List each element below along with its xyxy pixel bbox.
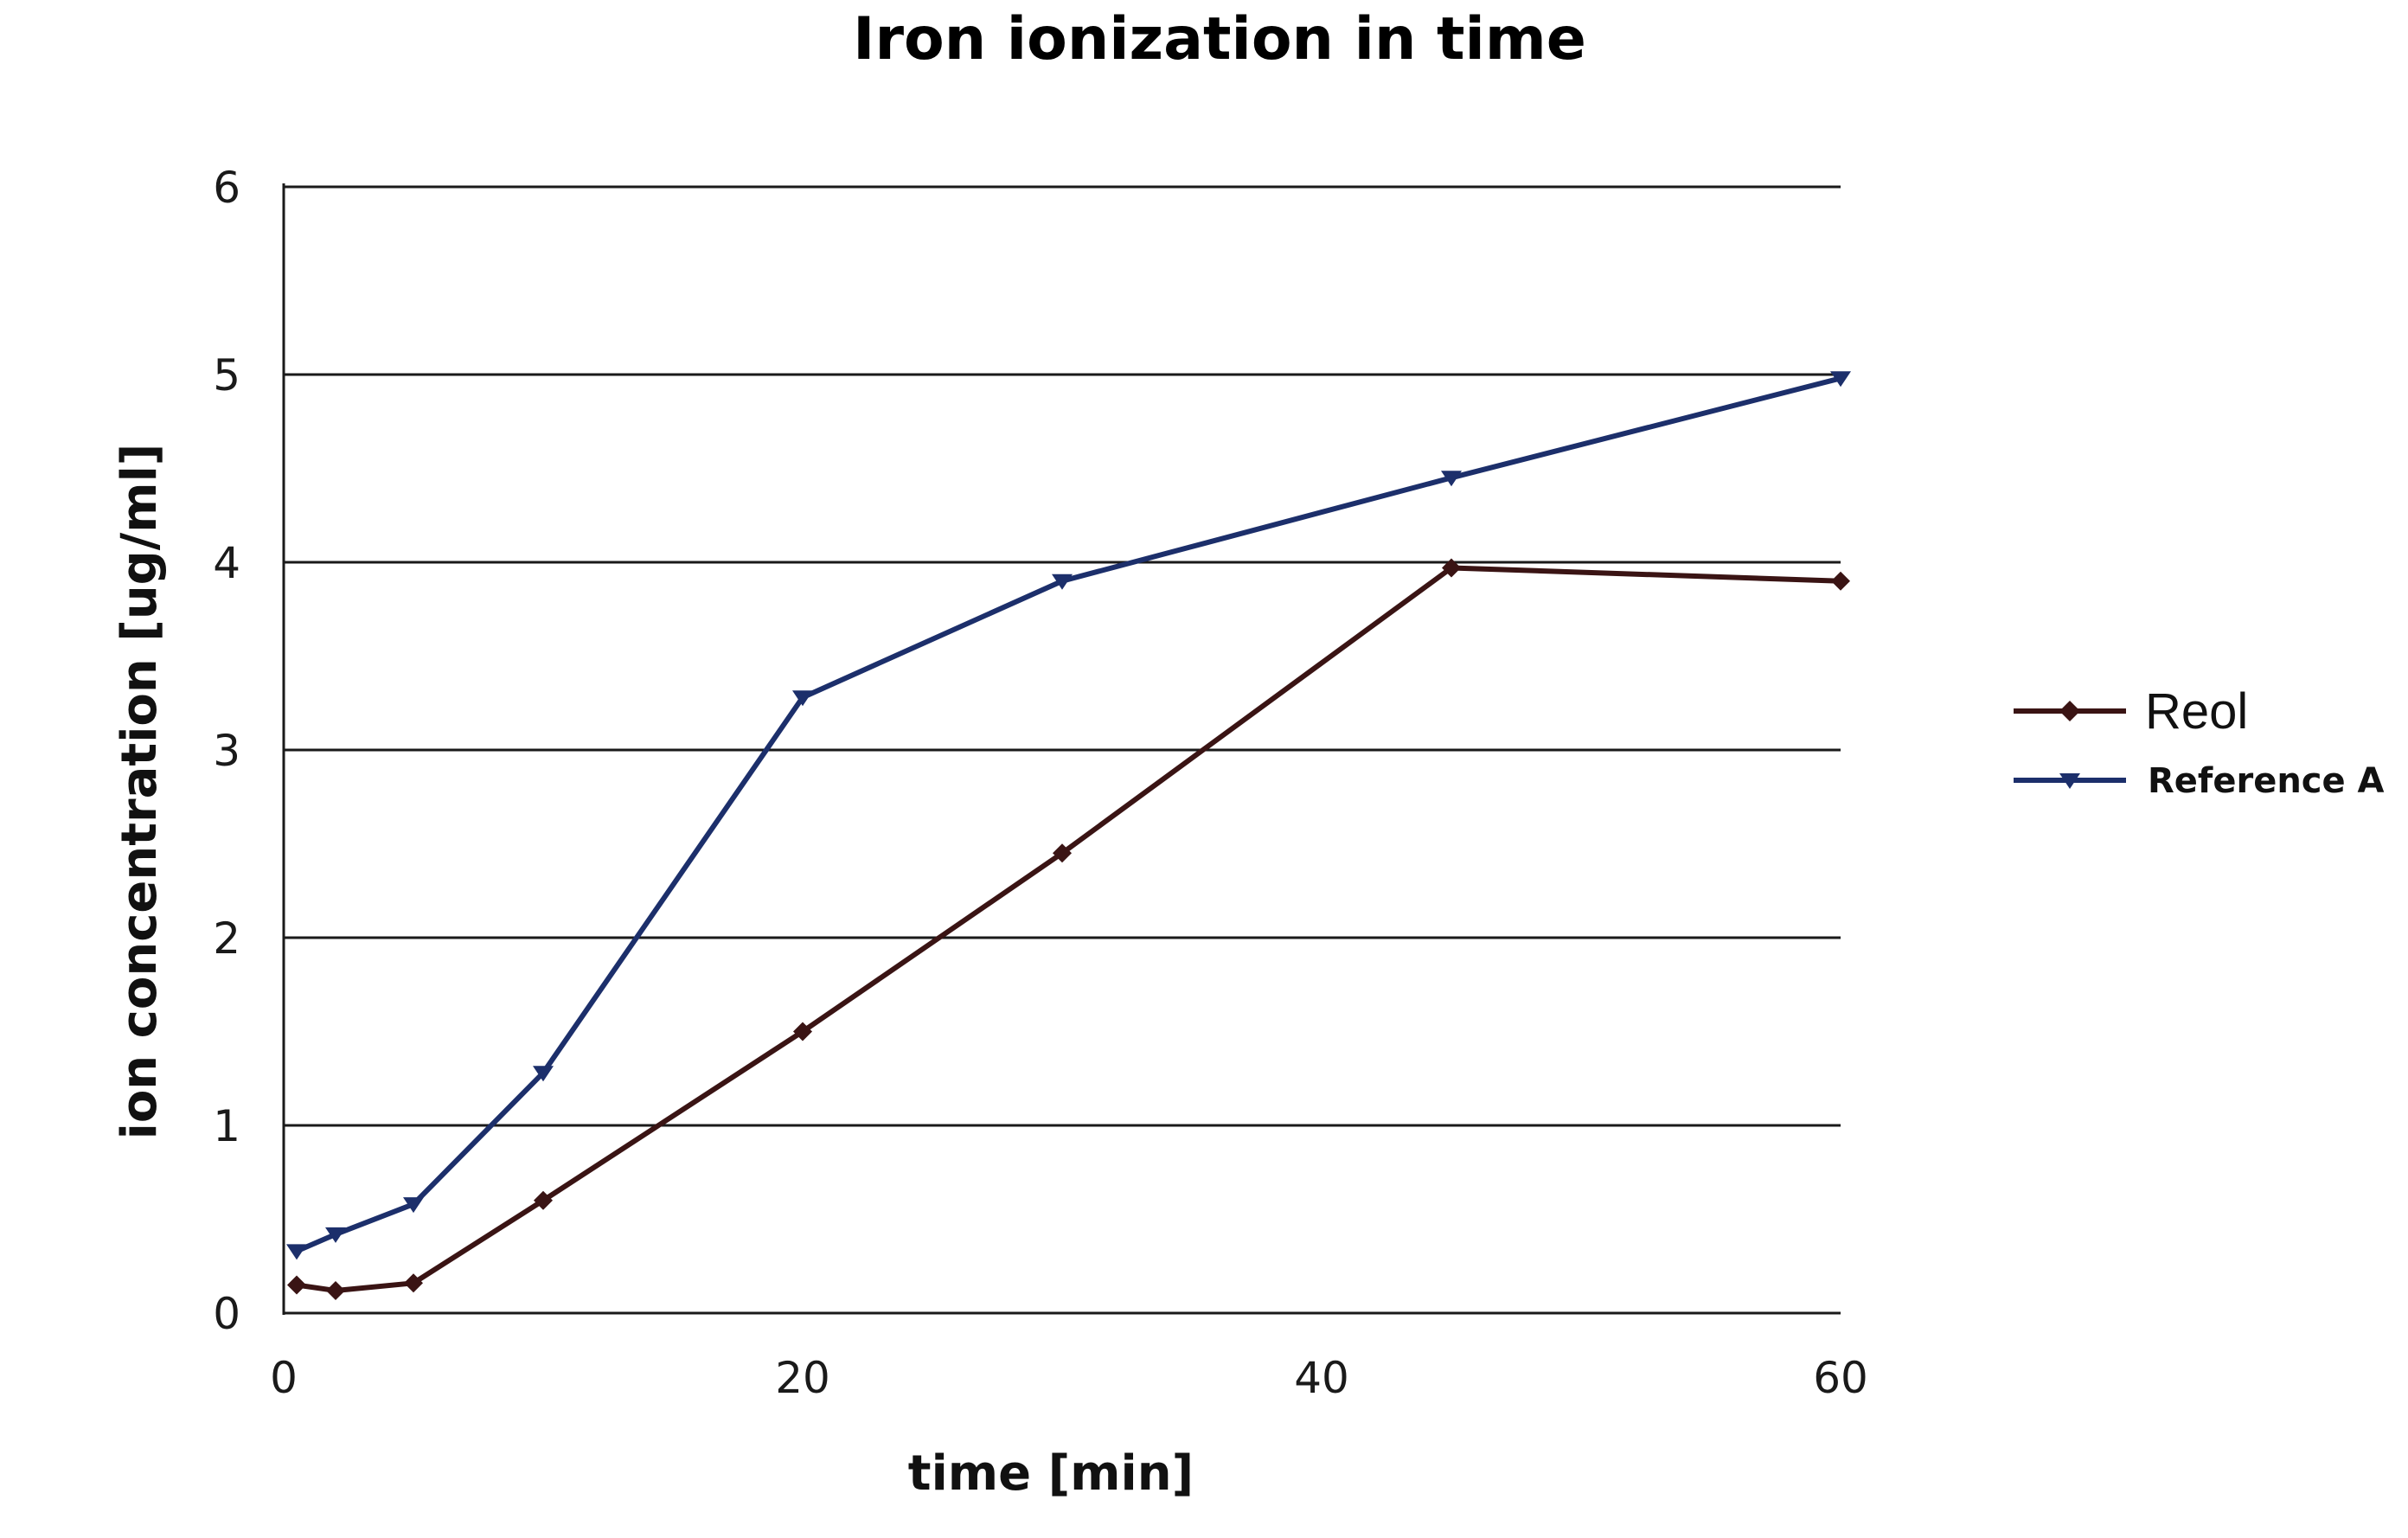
y-tick-label-3: 3	[213, 726, 240, 776]
series-layer	[286, 371, 1851, 1300]
data-point-reol-1	[326, 1281, 345, 1300]
data-point-reference-a-4	[792, 690, 813, 707]
series-reol	[287, 558, 1850, 1300]
data-point-reference-a-0	[286, 1244, 307, 1260]
series-reference-a	[286, 371, 1851, 1260]
x-tick-label-60: 60	[1813, 1353, 1868, 1403]
data-point-reol-2	[404, 1273, 423, 1293]
data-point-reol-6	[1442, 558, 1461, 578]
y-axis-label: ion concentration [ug/ml]	[112, 444, 168, 1140]
y-tick-label-4: 4	[213, 538, 240, 588]
x-tick-labels: 0 20 40 60	[270, 1353, 1868, 1403]
data-point-reference-a-6	[1441, 471, 1462, 487]
data-point-reference-a-3	[533, 1066, 554, 1082]
grid-lines	[284, 185, 1841, 1315]
data-point-reference-a-5	[1052, 574, 1073, 590]
data-point-reference-a-1	[325, 1227, 346, 1243]
series-line-reol	[294, 565, 1843, 1293]
legend-item-reference-a: Reference A	[2014, 761, 2385, 801]
legend-label-reference-a: Reference A	[2148, 761, 2385, 801]
y-tick-label-6: 6	[213, 163, 240, 213]
x-tick-label-0: 0	[270, 1353, 298, 1403]
legend: Reol Reference A	[2014, 683, 2385, 801]
data-point-reol-4	[793, 1022, 812, 1041]
x-tick-label-20: 20	[775, 1353, 830, 1403]
legend-marker-reol	[2059, 701, 2080, 721]
y-tick-label-2: 2	[213, 913, 240, 964]
series-line-reference-a	[294, 375, 1843, 1254]
y-tick-label-0: 0	[213, 1289, 240, 1339]
y-tick-labels: 0 1 2 3 4 5 6	[213, 163, 240, 1339]
data-point-reol-3	[534, 1190, 553, 1210]
data-point-reol-7	[1831, 571, 1850, 591]
chart-title: Iron ionization in time	[853, 5, 1586, 74]
legend-marker-reference-a	[2059, 773, 2080, 789]
y-tick-label-5: 5	[213, 350, 240, 401]
y-tick-label-1: 1	[213, 1101, 240, 1151]
data-point-reol-0	[287, 1275, 306, 1295]
legend-label-reol: Reol	[2145, 683, 2248, 740]
x-tick-label-40: 40	[1294, 1353, 1349, 1403]
legend-item-reol: Reol	[2014, 683, 2248, 740]
x-axis-label: time [min]	[908, 1445, 1194, 1502]
data-point-reference-a-2	[403, 1197, 424, 1214]
data-point-reol-5	[1053, 843, 1072, 863]
data-point-reference-a-7	[1830, 371, 1851, 388]
